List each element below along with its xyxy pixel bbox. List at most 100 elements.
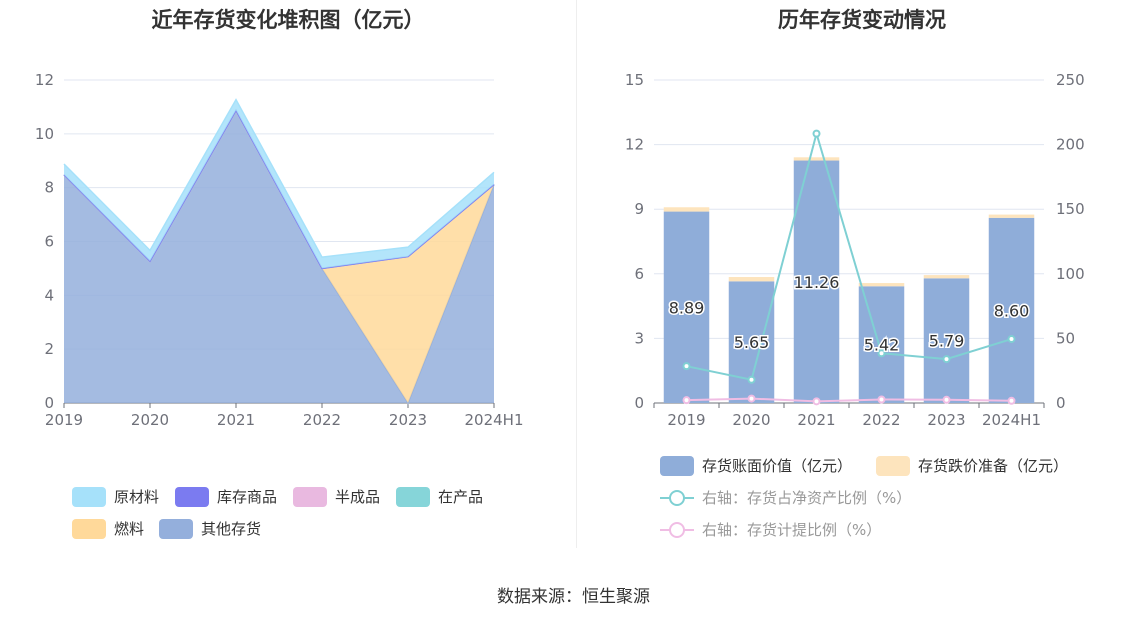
line-line_net_assets bbox=[686, 129, 1012, 381]
legend-item-semi-finished[interactable]: 半成品 bbox=[293, 486, 380, 507]
legend-label: 半成品 bbox=[335, 488, 381, 506]
legend-swatch-raw-materials bbox=[72, 486, 106, 507]
legend-label: 燃料 bbox=[114, 520, 145, 538]
y-left-tick-label: 0 bbox=[634, 394, 644, 412]
y-right-tick-label: 150 bbox=[1056, 200, 1085, 218]
bar-impairment bbox=[663, 207, 710, 212]
line-point-line_net_assets bbox=[682, 362, 691, 371]
y-left-tick-label: 12 bbox=[625, 136, 644, 154]
area-raw_materials bbox=[64, 99, 494, 269]
x-tick-label: 2023 bbox=[389, 411, 427, 429]
line-marker-icon bbox=[660, 520, 694, 540]
x-tick-label: 2019 bbox=[667, 411, 705, 429]
left-chart-title: 近年存货变化堆积图（亿元） bbox=[151, 8, 425, 32]
legend-swatch-impairment bbox=[876, 455, 910, 476]
bar-book_value bbox=[988, 217, 1035, 403]
bar-data-label: 8.89 bbox=[669, 298, 705, 317]
legend-item-provision-ratio[interactable]: 右轴：存货计提比例（%） bbox=[660, 519, 881, 540]
chart-divider bbox=[576, 0, 577, 548]
line-point-line_net_assets bbox=[812, 129, 821, 138]
x-tick-label: 2024H1 bbox=[982, 411, 1041, 429]
x-tick-label: 2022 bbox=[303, 411, 341, 429]
line-point-line_net_assets bbox=[942, 355, 951, 364]
y-right-tick-label: 100 bbox=[1056, 265, 1085, 283]
y-left-tick-label: 3 bbox=[634, 329, 644, 347]
legend-label: 库存商品 bbox=[217, 488, 278, 506]
y-tick-label: 12 bbox=[35, 71, 54, 89]
legend-swatch-fuel bbox=[72, 518, 106, 539]
legend-item-raw-materials[interactable]: 原材料 bbox=[72, 486, 159, 507]
area-other bbox=[64, 110, 494, 403]
y-left-tick-label: 15 bbox=[625, 71, 644, 89]
line-marker-icon bbox=[660, 488, 694, 508]
legend-label: 右轴：存货占净资产比例（%） bbox=[702, 489, 912, 507]
bar-data-label: 8.60 bbox=[994, 301, 1030, 320]
legend-label: 右轴：存货计提比例（%） bbox=[702, 521, 882, 539]
legend-label: 在产品 bbox=[438, 488, 484, 506]
y-left-tick-label: 6 bbox=[634, 265, 644, 283]
legend-item-book-value[interactable]: 存货账面价值（亿元） bbox=[660, 455, 852, 476]
y-tick-label: 0 bbox=[44, 394, 54, 412]
legend-item-wip[interactable]: 在产品 bbox=[396, 486, 483, 507]
legend-item-fuel[interactable]: 燃料 bbox=[72, 518, 144, 539]
x-tick-label: 2020 bbox=[131, 411, 169, 429]
line-point-line_net_assets bbox=[1007, 335, 1016, 344]
legend-swatch-book-value bbox=[660, 455, 694, 476]
y-tick-label: 6 bbox=[44, 233, 54, 251]
legend-item-impairment[interactable]: 存货跌价准备（亿元） bbox=[876, 455, 1068, 476]
legend-item-finished-goods[interactable]: 库存商品 bbox=[175, 486, 277, 507]
bar-impairment bbox=[988, 214, 1035, 218]
line-point-line_net_assets bbox=[877, 349, 886, 358]
stacked-area-chart: 0 2 4 6 8 10 12 2019 2020 2021 2022 2023 2024H1 bbox=[35, 71, 524, 429]
bar-data-label: 5.42 bbox=[864, 336, 900, 355]
legend-item-other[interactable]: 其他存货 bbox=[159, 518, 261, 539]
y-tick-label: 2 bbox=[44, 340, 54, 358]
line-line_provision bbox=[686, 397, 1012, 403]
area-edge-raw_materials bbox=[63, 98, 495, 258]
x-tick-label: 2024H1 bbox=[465, 411, 524, 429]
legend-swatch-finished-goods bbox=[175, 486, 209, 507]
line-point-line_net_assets bbox=[747, 375, 756, 384]
x-tick-label: 2021 bbox=[797, 411, 835, 429]
line-point-line_provision bbox=[877, 395, 886, 404]
bar-book_value bbox=[923, 278, 970, 403]
line-point-line_provision bbox=[682, 396, 691, 405]
x-tick-label: 2020 bbox=[732, 411, 770, 429]
bar-data-label: 5.79 bbox=[929, 332, 965, 351]
legend-label: 存货跌价准备（亿元） bbox=[918, 457, 1069, 475]
bar-impairment bbox=[728, 277, 775, 282]
y-right-tick-label: 200 bbox=[1056, 136, 1085, 154]
y-left-tick-label: 9 bbox=[634, 200, 644, 218]
bar-book_value bbox=[793, 160, 840, 403]
x-tick-label: 2019 bbox=[45, 411, 83, 429]
y-right-tick-label: 0 bbox=[1056, 394, 1066, 412]
line-point-line_provision bbox=[747, 394, 756, 403]
bar-data-label: 5.65 bbox=[734, 333, 770, 352]
line-point-line_provision bbox=[942, 395, 951, 404]
legend-label: 其他存货 bbox=[201, 520, 262, 538]
x-tick-label: 2022 bbox=[862, 411, 900, 429]
line-point-line_provision bbox=[1007, 396, 1016, 405]
bar-book_value bbox=[663, 211, 710, 403]
bar-impairment bbox=[858, 283, 905, 287]
y-tick-label: 8 bbox=[44, 179, 54, 197]
bar-impairment bbox=[793, 157, 840, 161]
legend-item-net-assets-ratio[interactable]: 右轴：存货占净资产比例（%） bbox=[660, 487, 911, 508]
area-fuel bbox=[64, 110, 494, 403]
x-tick-label: 2021 bbox=[217, 411, 255, 429]
y-right-tick-label: 50 bbox=[1056, 329, 1075, 347]
legend-swatch-semi-finished bbox=[293, 486, 327, 507]
legend-swatch-other bbox=[159, 518, 193, 539]
y-right-tick-label: 250 bbox=[1056, 71, 1085, 89]
x-tick-label: 2023 bbox=[927, 411, 965, 429]
legend-label: 原材料 bbox=[114, 488, 160, 506]
y-tick-label: 4 bbox=[44, 286, 54, 304]
bar-impairment bbox=[923, 275, 970, 279]
bar-data-label: 11.26 bbox=[794, 273, 840, 292]
y-tick-label: 10 bbox=[35, 125, 54, 143]
right-chart-title: 历年存货变动情况 bbox=[778, 8, 946, 32]
line-point-line_provision bbox=[812, 397, 821, 406]
data-source: 数据来源：恒生聚源 bbox=[497, 587, 650, 607]
legend-swatch-wip bbox=[396, 486, 430, 507]
